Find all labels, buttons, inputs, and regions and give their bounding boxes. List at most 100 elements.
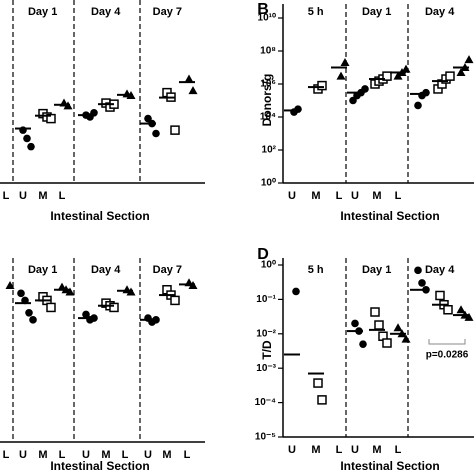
- data-point: [464, 312, 474, 321]
- x-tick-label: M: [101, 449, 110, 461]
- y-tick-label: 10⁸: [260, 46, 276, 57]
- data-point: [414, 101, 422, 110]
- y-tick-label: 10⁻⁵: [255, 432, 276, 443]
- data-point: [170, 125, 180, 135]
- x-tick-label: U: [351, 444, 359, 456]
- data-point: [313, 378, 323, 388]
- x-axis-label: Intestinal Section: [50, 209, 149, 223]
- x-tick-label: M: [311, 444, 320, 456]
- data-point: [401, 334, 411, 343]
- group-label: Day 1: [362, 264, 391, 276]
- data-point: [25, 308, 33, 317]
- data-point: [401, 64, 411, 73]
- data-point: [82, 310, 90, 319]
- group-label: 5 h: [308, 6, 324, 18]
- x-tick-label: U: [351, 190, 359, 202]
- y-tick-label: 10⁻⁴: [255, 397, 276, 408]
- y-tick-label: 10²: [262, 145, 277, 156]
- x-tick-label: U: [19, 449, 27, 461]
- data-point: [17, 289, 25, 298]
- data-point: [422, 88, 430, 97]
- y-tick-label: 10⁻³: [256, 363, 276, 374]
- x-tick-label: U: [288, 444, 296, 456]
- data-point: [445, 71, 455, 81]
- data-point: [46, 302, 56, 313]
- x-tick-label: U: [82, 449, 90, 461]
- x-tick-label: U: [144, 449, 152, 461]
- data-point: [294, 105, 302, 113]
- group-label: Day 1: [28, 264, 57, 276]
- panel-label: D: [257, 246, 269, 263]
- x-tick-label: M: [38, 449, 47, 461]
- group-label: Day 1: [362, 6, 391, 18]
- x-tick-label: L: [395, 190, 402, 202]
- y-tick-label: 10⁶: [260, 79, 276, 90]
- data-point: [351, 319, 359, 328]
- p-value: p=0.0286: [426, 350, 469, 361]
- data-point: [464, 55, 474, 64]
- group-label: Day 4: [91, 264, 121, 276]
- data-point: [152, 129, 160, 138]
- data-point: [393, 323, 403, 332]
- data-point: [336, 71, 346, 80]
- data-point: [188, 86, 198, 95]
- group-label: Day 4: [425, 264, 455, 276]
- y-axis-label: T/D: [260, 340, 274, 360]
- x-tick-label: U: [19, 190, 27, 202]
- x-tick-label: L: [3, 190, 10, 202]
- data-point: [443, 305, 453, 315]
- group-label: Day 7: [153, 6, 182, 18]
- x-tick-label: L: [122, 449, 129, 461]
- x-tick-label: L: [59, 190, 66, 202]
- x-tick-label: L: [59, 449, 66, 461]
- data-point: [170, 295, 180, 306]
- data-point: [382, 71, 392, 81]
- x-tick-label: M: [311, 190, 320, 202]
- x-axis-label: Intestinal Section: [340, 459, 439, 473]
- data-point: [418, 279, 426, 287]
- data-point: [359, 340, 367, 348]
- group-label: Day 1: [28, 6, 57, 18]
- data-point: [414, 266, 422, 275]
- x-tick-label: M: [162, 449, 171, 461]
- x-tick-label: M: [372, 444, 381, 456]
- y-axis-label: Donors/g: [260, 74, 274, 127]
- y-tick-label: 10⁰: [261, 260, 276, 271]
- data-point: [370, 307, 380, 317]
- x-tick-label: L: [336, 444, 343, 456]
- x-tick-label: L: [184, 449, 191, 461]
- group-label: Day 7: [153, 264, 182, 276]
- data-point: [361, 85, 369, 93]
- data-point: [5, 280, 15, 289]
- x-axis-label: Intestinal Section: [340, 209, 439, 223]
- group-label: 5 h: [308, 264, 324, 276]
- x-tick-label: L: [395, 444, 402, 456]
- x-tick-label: L: [3, 449, 10, 461]
- data-point: [456, 67, 466, 76]
- significance-bracket: [428, 339, 466, 345]
- x-axis-label: Intestinal Section: [50, 459, 149, 473]
- data-point: [19, 126, 27, 134]
- y-tick-label: 10⁻²: [256, 328, 276, 339]
- data-point: [340, 58, 350, 67]
- data-point: [109, 302, 119, 313]
- data-point: [382, 338, 392, 348]
- data-point: [23, 134, 31, 143]
- group-label: Day 4: [91, 6, 121, 18]
- data-point: [29, 316, 37, 324]
- y-tick-label: 10¹⁰: [258, 13, 276, 24]
- data-point: [184, 74, 194, 83]
- x-tick-label: U: [288, 190, 296, 202]
- data-point: [292, 287, 300, 296]
- x-tick-label: L: [336, 190, 343, 202]
- data-point: [374, 320, 384, 330]
- data-point: [317, 80, 327, 91]
- data-point: [435, 290, 445, 301]
- data-point: [46, 113, 56, 124]
- y-tick-label: 10⁰: [261, 178, 276, 189]
- panel-label: B: [257, 1, 269, 18]
- x-tick-label: M: [38, 190, 47, 202]
- x-tick-label: M: [372, 190, 381, 202]
- y-tick-label: 10⁻¹: [256, 294, 276, 305]
